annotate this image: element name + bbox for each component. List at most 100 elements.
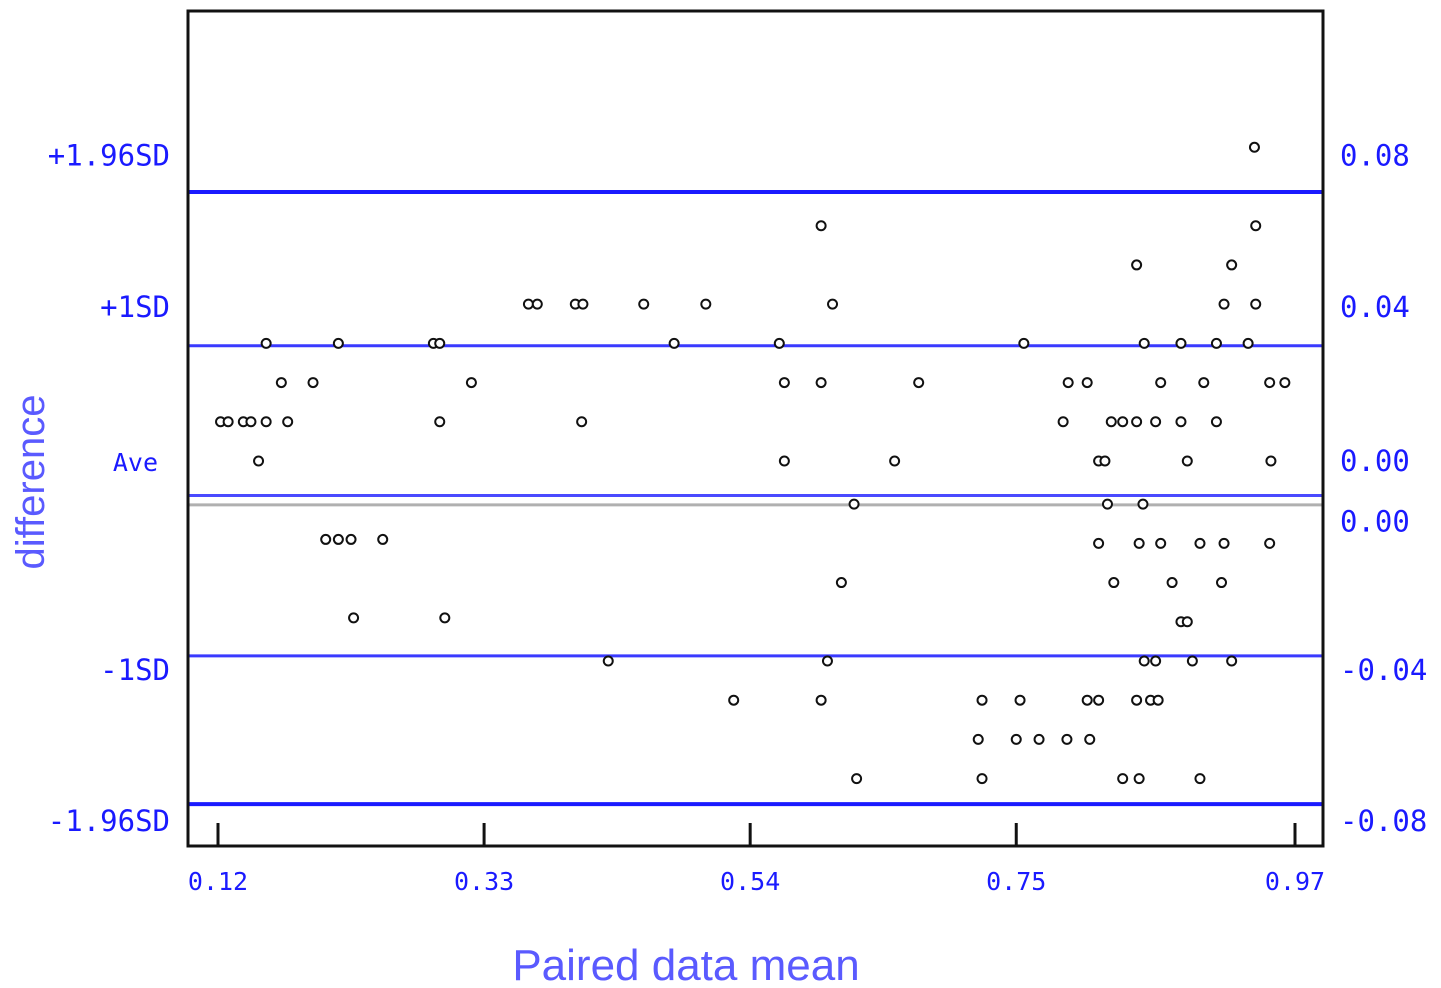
x-tick-label-3: 0.75: [986, 867, 1046, 896]
data-point-18: [434, 416, 446, 428]
data-point-85: [1181, 616, 1193, 628]
data-points: [215, 141, 1291, 785]
data-point-38: [827, 298, 839, 310]
data-point-99: [1250, 220, 1262, 232]
data-point-29: [700, 298, 712, 310]
data-point-5: [260, 337, 272, 349]
right-label-1: 0.04: [1340, 290, 1410, 324]
right-label-4: -0.04: [1340, 653, 1427, 687]
left-label-4: -1.96SD: [48, 804, 170, 838]
data-point-46: [976, 773, 988, 785]
data-point-43: [913, 377, 925, 389]
data-point-3: [245, 416, 257, 428]
data-point-71: [1137, 498, 1149, 510]
data-point-96: [1226, 655, 1238, 667]
data-point-98: [1248, 141, 1260, 153]
data-point-4: [253, 455, 265, 467]
data-point-26: [602, 655, 614, 667]
data-point-88: [1194, 773, 1206, 785]
data-point-73: [1138, 337, 1150, 349]
data-point-45: [976, 694, 988, 706]
plot-frame: [186, 9, 1325, 848]
data-point-56: [1084, 733, 1096, 745]
left-label-2: Ave: [113, 448, 158, 477]
data-point-7: [275, 377, 287, 389]
data-point-81: [1175, 416, 1187, 428]
data-point-51: [1057, 416, 1069, 428]
data-point-70: [1133, 537, 1145, 549]
x-axis-ticks: 0.12 0.33 0.54 0.75 0.97: [188, 823, 1325, 896]
data-point-39: [835, 577, 847, 589]
data-point-30: [728, 694, 740, 706]
data-point-12: [332, 533, 344, 545]
x-tick-label-1: 0.33: [454, 867, 514, 896]
data-point-82: [1175, 337, 1187, 349]
data-point-49: [1018, 337, 1030, 349]
data-point-6: [260, 416, 272, 428]
data-point-95: [1226, 259, 1238, 271]
data-point-100: [1250, 298, 1262, 310]
data-point-104: [1279, 377, 1291, 389]
data-point-21: [522, 298, 534, 310]
data-point-20: [465, 377, 477, 389]
data-point-63: [1108, 577, 1120, 589]
data-point-68: [1131, 694, 1143, 706]
data-point-11: [332, 337, 344, 349]
data-point-75: [1150, 655, 1162, 667]
data-point-42: [889, 455, 901, 467]
data-point-8: [282, 416, 294, 428]
data-point-94: [1218, 537, 1230, 549]
x-tick-label-4: 0.97: [1265, 867, 1325, 896]
data-point-24: [577, 298, 589, 310]
data-point-15: [377, 533, 389, 545]
data-point-36: [815, 694, 827, 706]
data-point-10: [320, 533, 332, 545]
data-point-25: [576, 416, 588, 428]
data-point-84: [1181, 455, 1193, 467]
data-point-1: [222, 416, 234, 428]
data-point-13: [345, 533, 357, 545]
right-label-0: 0.08: [1340, 139, 1410, 173]
data-point-89: [1198, 377, 1210, 389]
data-point-53: [1061, 733, 1073, 745]
left-label-1: +1SD: [100, 290, 170, 324]
left-label-0: +1.96SD: [48, 139, 170, 173]
data-point-78: [1155, 377, 1167, 389]
x-axis-label: Paired data mean: [512, 941, 859, 988]
x-tick-label-0: 0.12: [188, 867, 248, 896]
data-point-72: [1138, 655, 1150, 667]
data-point-61: [1101, 498, 1113, 510]
data-point-77: [1152, 694, 1164, 706]
data-point-28: [668, 337, 680, 349]
data-point-22: [531, 298, 543, 310]
right-axis-labels: 0.08 0.04 0.00 0.00 -0.04 -0.08: [1340, 139, 1427, 838]
data-point-59: [1093, 537, 1105, 549]
data-point-50: [1033, 733, 1045, 745]
right-label-2: 0.00: [1340, 444, 1410, 478]
data-point-9: [307, 377, 319, 389]
data-point-91: [1210, 416, 1222, 428]
data-point-31: [773, 337, 785, 349]
data-point-47: [1010, 733, 1022, 745]
data-point-17: [434, 337, 446, 349]
reference-lines: [188, 190, 1323, 807]
data-point-79: [1155, 537, 1167, 549]
data-point-67: [1131, 416, 1143, 428]
left-axis-labels: +1.96SD +1SD Ave -1SD -1.96SD: [48, 139, 170, 838]
data-point-87: [1194, 537, 1206, 549]
data-point-14: [348, 612, 360, 624]
data-point-37: [821, 655, 833, 667]
data-point-52: [1062, 377, 1074, 389]
data-point-32: [778, 377, 790, 389]
data-point-54: [1081, 377, 1093, 389]
x-tick-label-2: 0.54: [720, 867, 780, 896]
data-point-48: [1014, 694, 1026, 706]
data-point-97: [1242, 337, 1254, 349]
data-point-90: [1210, 337, 1222, 349]
data-point-27: [638, 298, 650, 310]
data-point-76: [1150, 416, 1162, 428]
y-axis-label: difference: [9, 395, 53, 570]
data-point-65: [1117, 773, 1129, 785]
data-point-19: [439, 612, 451, 624]
data-point-93: [1218, 298, 1230, 310]
